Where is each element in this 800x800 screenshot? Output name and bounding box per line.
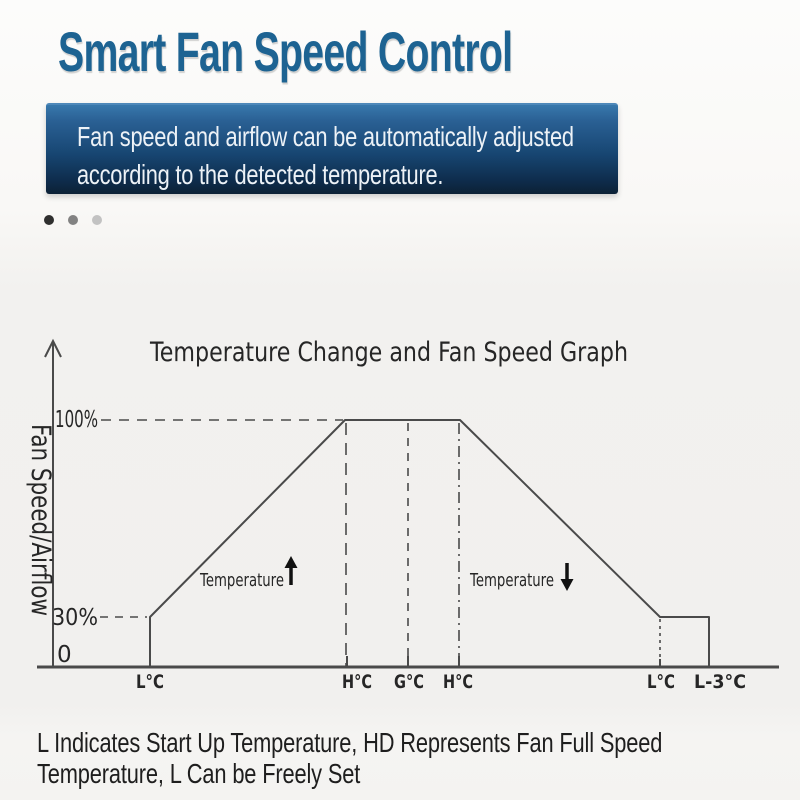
x-tick-h1: H°C [342, 671, 372, 693]
y-tick-0: 0 [57, 642, 72, 668]
banner-line-1: Fan speed and airflow can be automatical… [77, 121, 574, 152]
x-tick-l-left: L°C [136, 671, 164, 693]
chart-title: Temperature Change and Fan Speed Graph [149, 337, 628, 368]
arrow-up-icon [284, 556, 298, 585]
footnote-line-2: Temperature, L Can be Freely Set [37, 758, 361, 789]
fan-speed-graph: Temperature Change and Fan Speed Graph F… [25, 337, 779, 693]
x-axis-ticks [149, 656, 710, 666]
carousel-dots [44, 215, 102, 225]
fan-speed-curve [149, 419, 710, 667]
y-tick-100: 100% [55, 407, 98, 433]
page-title: Smart Fan Speed Control [58, 20, 513, 83]
annotation-temperature-falling: Temperature [469, 570, 554, 591]
x-tick-l-right: L°C [647, 671, 675, 693]
banner-text: Fan speed and airflow can be automatical… [77, 118, 574, 194]
y-axis-arrowhead-icon [44, 338, 62, 358]
carousel-dot-3[interactable] [92, 215, 102, 225]
y-tick-30: 30% [52, 605, 98, 631]
description-banner: Fan speed and airflow can be automatical… [46, 103, 618, 194]
y-axis-title: Fan Speed/Airflow [25, 424, 56, 616]
x-tick-l-minus-3: L-3°C [694, 671, 746, 693]
footnote-line-1: L Indicates Start Up Temperature, HD Rep… [37, 727, 663, 758]
footnote: L Indicates Start Up Temperature, HD Rep… [37, 727, 662, 789]
carousel-dot-active[interactable] [44, 215, 54, 225]
annotation-temperature-rising: Temperature [199, 570, 284, 591]
x-tick-h2: H°C [443, 671, 473, 693]
carousel-dot-2[interactable] [68, 215, 78, 225]
banner-line-2: according to the detected temperature. [77, 159, 444, 190]
arrow-down-icon [560, 563, 574, 591]
x-tick-g: G°C [394, 671, 424, 693]
